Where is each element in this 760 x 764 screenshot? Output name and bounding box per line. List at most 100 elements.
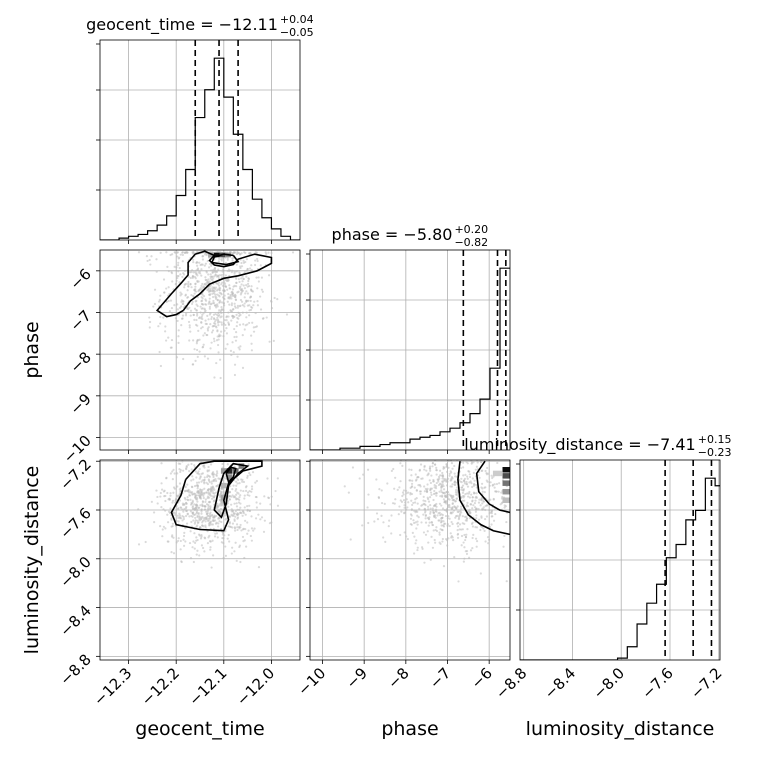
- sample-point: [425, 490, 429, 493]
- sample-point: [465, 517, 469, 520]
- sample-point: [454, 483, 457, 487]
- sample-point: [173, 265, 176, 268]
- sample-point: [193, 547, 196, 550]
- sample-point: [244, 292, 247, 295]
- sample-point: [430, 493, 433, 496]
- sample-point: [480, 525, 484, 529]
- sample-point: [201, 258, 205, 261]
- sample-point: [166, 265, 169, 269]
- sample-point: [227, 533, 230, 537]
- sample-point: [192, 313, 195, 317]
- sample-point: [179, 506, 182, 509]
- sample-point: [230, 552, 233, 555]
- sample-point: [362, 473, 365, 476]
- sample-point: [460, 477, 463, 480]
- sample-point: [230, 353, 233, 357]
- sample-point: [220, 305, 223, 309]
- sample-point: [468, 475, 472, 479]
- sample-point: [197, 470, 200, 473]
- sample-point: [237, 492, 240, 495]
- sample-point: [424, 450, 426, 452]
- sample-point: [454, 475, 457, 478]
- sample-point: [160, 482, 163, 485]
- sample-point: [201, 488, 204, 491]
- sample-point: [231, 546, 234, 549]
- sample-point: [178, 482, 182, 485]
- title-sup-geocent_time: +0.04: [280, 13, 314, 26]
- sample-point: [468, 496, 472, 499]
- sample-point: [412, 519, 415, 522]
- sample-point: [468, 556, 471, 559]
- sample-point: [250, 289, 253, 293]
- sample-point: [214, 287, 217, 291]
- sample-point: [488, 484, 491, 487]
- sample-point: [181, 253, 185, 257]
- sample-point: [195, 525, 198, 528]
- sample-point: [238, 323, 242, 326]
- sample-point: [461, 528, 464, 531]
- sample-point: [216, 303, 219, 306]
- sample-point: [241, 366, 245, 370]
- sample-point: [443, 499, 447, 503]
- sample-point: [435, 481, 438, 485]
- sample-point: [233, 327, 236, 331]
- sample-point: [226, 537, 229, 540]
- sample-point: [475, 514, 478, 517]
- sample-point: [242, 259, 245, 262]
- sample-point: [434, 463, 437, 466]
- sample-point: [223, 329, 226, 332]
- sample-point: [417, 476, 420, 479]
- title-sup-luminosity_distance: +0.15: [698, 433, 732, 446]
- sample-point: [396, 488, 399, 491]
- sample-point: [480, 496, 483, 500]
- sample-point: [423, 561, 426, 564]
- sample-point: [173, 472, 176, 475]
- sample-point: [210, 341, 213, 344]
- sample-point: [223, 298, 226, 301]
- sample-point: [183, 496, 186, 500]
- sample-point: [184, 314, 188, 317]
- sample-point: [478, 498, 481, 501]
- sample-point: [232, 351, 235, 354]
- sample-point: [195, 506, 198, 509]
- sample-point: [463, 533, 466, 537]
- density-cell: [220, 482, 227, 489]
- sample-point: [410, 468, 413, 471]
- sample-point: [175, 541, 178, 544]
- sample-point: [250, 264, 253, 267]
- sample-point: [424, 511, 427, 514]
- sample-point: [162, 525, 165, 528]
- sample-point: [495, 482, 499, 486]
- sample-point: [212, 299, 215, 303]
- sample-point: [260, 516, 264, 519]
- sample-point: [163, 291, 166, 294]
- sample-point: [241, 334, 244, 337]
- sample-point: [429, 455, 431, 457]
- sample-point: [248, 304, 251, 307]
- sample-point: [216, 472, 219, 475]
- sample-point: [224, 477, 228, 480]
- sample-point: [193, 455, 195, 457]
- sample-point: [462, 461, 465, 464]
- sample-point: [153, 288, 157, 291]
- sample-point: [146, 259, 149, 263]
- sample-point: [246, 521, 249, 524]
- sample-point: [272, 339, 275, 342]
- sample-point: [456, 455, 458, 457]
- sample-point: [244, 489, 248, 492]
- sample-point: [177, 329, 180, 332]
- sample-point: [444, 491, 447, 494]
- sample-point: [233, 526, 236, 529]
- sample-point: [448, 524, 451, 528]
- sample-point: [460, 434, 462, 436]
- sample-point: [471, 485, 474, 489]
- sample-point: [239, 511, 242, 514]
- sample-point: [460, 544, 463, 547]
- sample-point: [233, 302, 236, 305]
- sample-point: [473, 506, 477, 509]
- sample-point: [419, 492, 422, 496]
- sample-point: [155, 258, 158, 261]
- sample-point: [472, 492, 476, 495]
- sample-point: [460, 481, 463, 484]
- sample-point: [226, 463, 229, 466]
